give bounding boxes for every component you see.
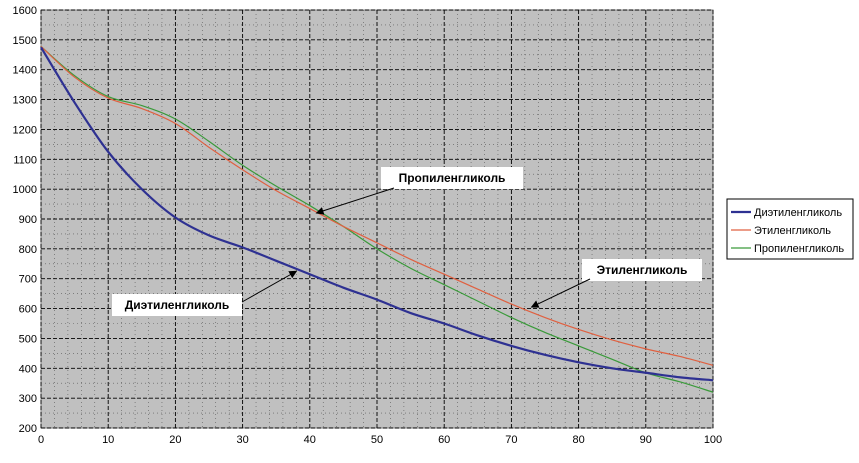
legend-label: Пропиленгликоль — [754, 243, 844, 255]
y-tick-label: 1400 — [13, 65, 37, 77]
series-line-0 — [40, 46, 714, 382]
y-tick-label: 300 — [19, 393, 37, 405]
y-tick-label: 800 — [19, 244, 37, 256]
y-tick-label: 1300 — [13, 95, 37, 107]
x-tick-label: 70 — [505, 434, 517, 446]
y-tick-label: 900 — [19, 214, 37, 226]
legend-label: Этиленгликоль — [754, 225, 831, 237]
annotation-arrow — [241, 270, 298, 303]
y-tick-label: 1600 — [13, 5, 37, 17]
annotation-label: Диэтиленгликоль — [125, 298, 230, 312]
series-line-1 — [40, 45, 714, 366]
annotation-box — [112, 294, 242, 316]
x-tick-label: 50 — [371, 434, 383, 446]
annotation-arrow — [315, 187, 395, 215]
y-tick-label: 1500 — [13, 35, 37, 47]
legend-box — [726, 198, 854, 260]
y-tick-label: 400 — [19, 363, 37, 375]
y-tick-label: 200 — [19, 423, 37, 435]
x-tick-label: 40 — [304, 434, 316, 446]
annotation-arrow — [530, 278, 591, 308]
x-tick-label: 10 — [102, 434, 114, 446]
legend: Диэтиленгликоль Этиленгликоль Пропиленглик… — [726, 198, 854, 260]
x-tick-label: 30 — [236, 434, 248, 446]
y-tick-label: 1100 — [13, 154, 37, 166]
y-tick-label: 1000 — [13, 184, 37, 196]
x-tick-label: 60 — [438, 434, 450, 446]
grid — [40, 9, 714, 429]
x-tick-label: 0 — [38, 434, 44, 446]
x-tick-label: 20 — [169, 434, 181, 446]
x-tick-label: 90 — [640, 434, 652, 446]
x-axis-ticks: 0 10 20 30 40 50 60 70 80 90 100 — [38, 434, 722, 446]
annotation-box — [582, 259, 702, 281]
y-tick-label: 600 — [19, 304, 37, 316]
x-tick-label: 80 — [572, 434, 584, 446]
annotation-box — [381, 167, 523, 189]
y-axis-ticks: 200 300 400 500 600 700 800 900 1000 1100 1200 1300… — [13, 5, 37, 435]
y-tick-label: 500 — [19, 333, 37, 345]
series-line-2 — [40, 45, 714, 393]
annotation-label: Пропиленгликоль — [399, 171, 506, 185]
x-tick-label: 100 — [704, 434, 722, 446]
legend-label: Диэтиленгликоль — [754, 207, 842, 219]
series-layer — [40, 45, 714, 393]
y-tick-label: 1200 — [13, 124, 37, 136]
annotations: Пропиленгликоль Этиленгликоль Диэтиленглик… — [112, 167, 702, 316]
annotation-label: Этиленгликоль — [597, 263, 688, 277]
y-tick-label: 700 — [19, 274, 37, 286]
